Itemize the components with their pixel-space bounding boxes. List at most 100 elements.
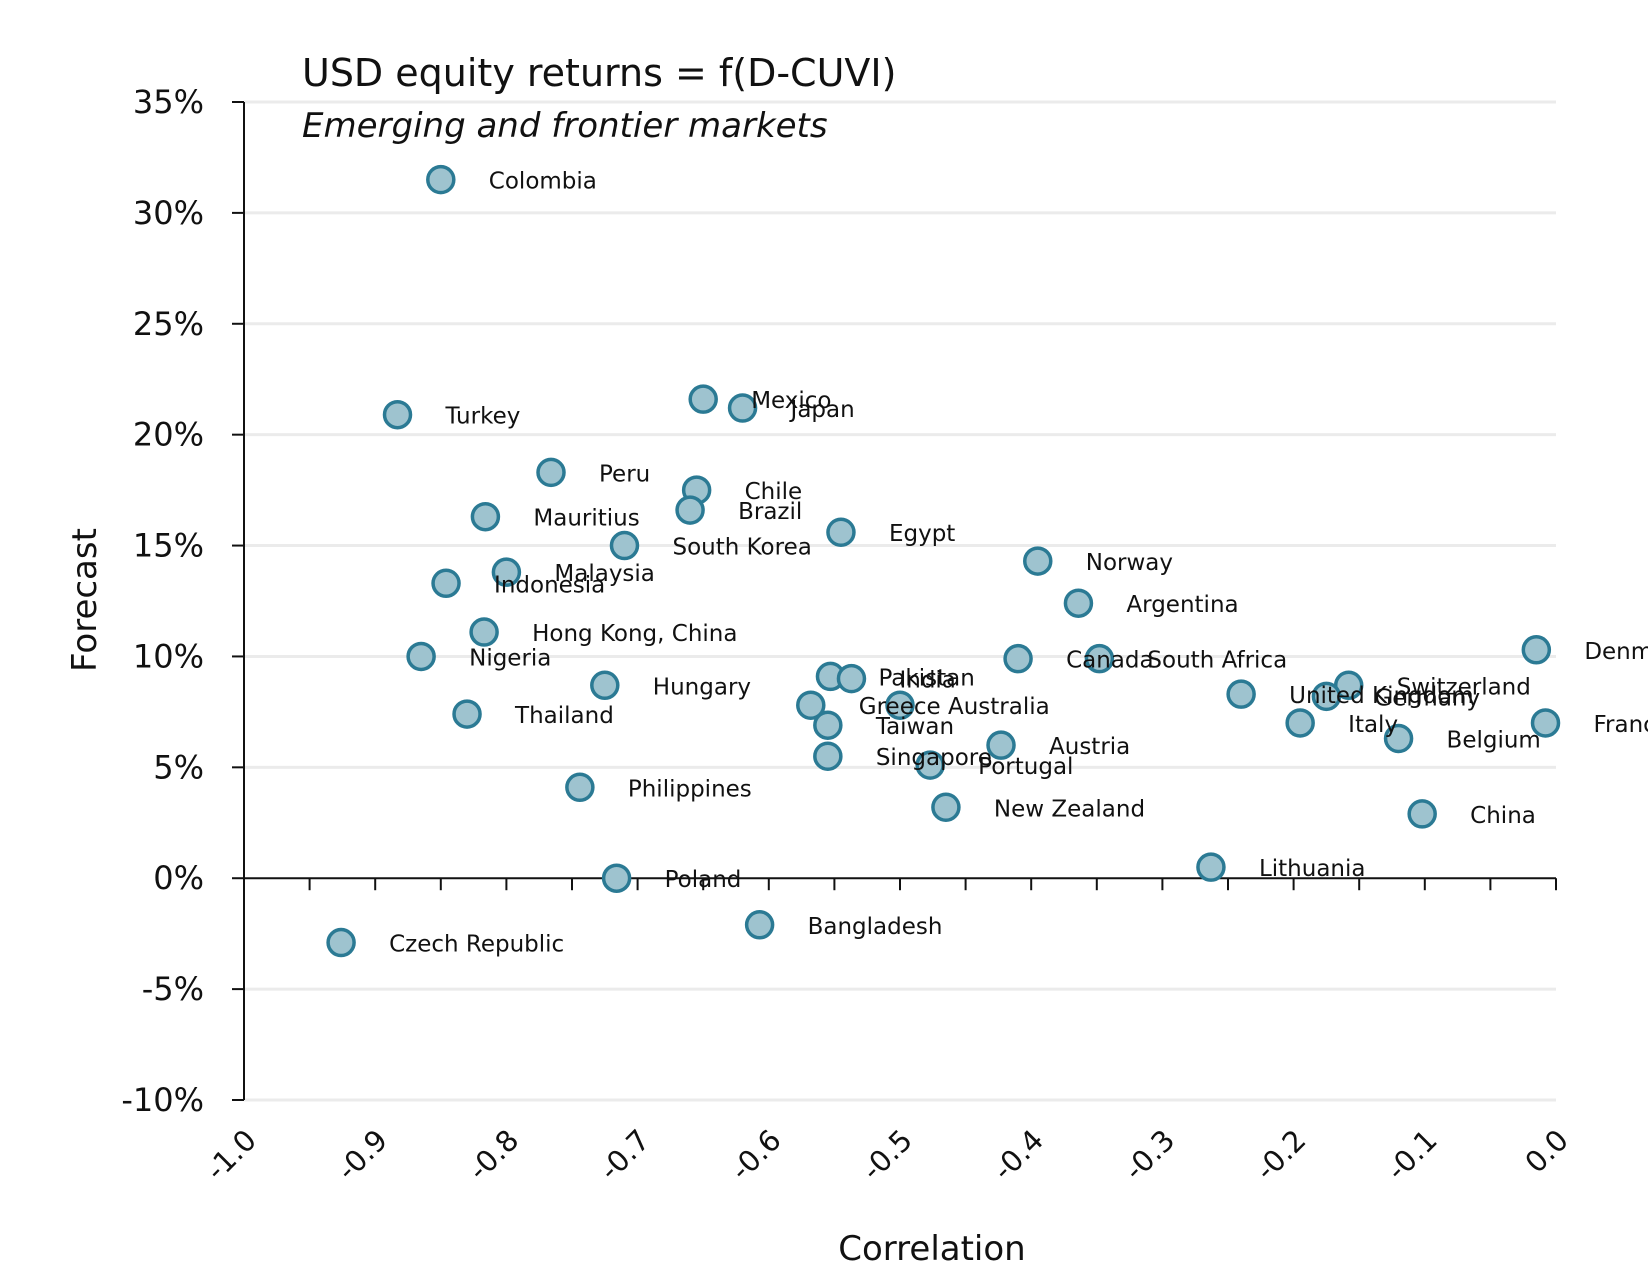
data-point-label: New Zealand — [994, 796, 1145, 822]
data-point — [813, 741, 843, 771]
data-point-label: Indonesia — [494, 572, 605, 598]
data-point — [470, 501, 501, 532]
data-point — [382, 399, 413, 430]
data-point-label: Hong Kong, China — [532, 621, 737, 647]
y-tick-label: 15% — [133, 527, 204, 565]
data-point-label: Switzerland — [1397, 674, 1531, 700]
data-point-label: Austria — [1049, 734, 1130, 760]
y-tick-labels: 35% 30% 25% 20% 15% 10% 5% 0% -5% -10% — [121, 83, 204, 1119]
data-point — [836, 663, 867, 694]
data-point-label: Germany — [1374, 685, 1480, 711]
data-point — [1285, 708, 1315, 738]
data-point — [1530, 708, 1561, 738]
data-point-label: Egypt — [889, 521, 955, 547]
data-point-label: Bangladesh — [808, 914, 943, 940]
data-point — [406, 641, 436, 672]
x-tick-label: -0.4 — [986, 1123, 1050, 1187]
data-point-label: Australia — [948, 694, 1050, 720]
data-point-label: Japan — [789, 397, 855, 423]
data-point — [469, 617, 499, 647]
data-point — [1023, 546, 1053, 576]
y-tick-label: 0% — [153, 859, 204, 897]
data-point — [915, 750, 945, 780]
y-tick-label: -10% — [121, 1081, 204, 1119]
data-point — [688, 384, 718, 414]
y-axis-label: Forecast — [65, 528, 105, 672]
data-point-label: India — [899, 668, 955, 694]
data-point-label: Thailand — [514, 703, 614, 729]
chart-title: USD equity returns = f(D-CUVI) — [302, 51, 896, 95]
data-point — [1084, 643, 1115, 674]
x-tick-label: -0.7 — [592, 1123, 656, 1187]
data-point-label: South Korea — [672, 535, 811, 561]
data-point-label: Malaysia — [554, 561, 655, 587]
data-point-label: Taiwan — [875, 714, 954, 740]
data-point — [727, 393, 758, 423]
data-point — [431, 568, 461, 599]
data-point — [590, 670, 620, 701]
data-point-label: Argentina — [1126, 592, 1238, 618]
data-point — [931, 792, 961, 823]
data-point — [813, 710, 843, 740]
data-point-label: China — [1470, 803, 1536, 829]
gridlines — [244, 100, 1556, 1102]
y-tick-label: 25% — [133, 305, 204, 343]
y-tick-label: -5% — [142, 970, 204, 1008]
data-point-label: Nigeria — [469, 645, 551, 671]
y-tick-label: 5% — [153, 748, 204, 786]
x-axis-label: Correlation — [838, 1229, 1025, 1269]
data-point — [744, 910, 775, 940]
x-tick-label: -0.6 — [724, 1123, 788, 1187]
data-point — [536, 457, 566, 488]
data-point-label: Italy — [1348, 712, 1398, 738]
data-point-label: Czech Republic — [389, 932, 564, 958]
data-point-label: Peru — [599, 461, 650, 487]
data-point — [1003, 643, 1033, 674]
x-tick-label: -1.0 — [199, 1123, 263, 1187]
data-point-label: Mexico — [751, 388, 831, 414]
data-point-label: Pakistan — [878, 665, 974, 691]
data-point — [601, 863, 632, 893]
data-point — [986, 730, 1016, 760]
data-point — [1383, 723, 1414, 754]
x-tick-label: -0.5 — [855, 1123, 919, 1187]
data-point — [491, 557, 522, 587]
data-point — [1407, 799, 1437, 829]
y-tick-label: 20% — [133, 416, 204, 454]
y-tick-label: 35% — [133, 83, 204, 121]
data-point-label: Philippines — [628, 776, 752, 802]
data-point-label: Greece — [859, 694, 941, 720]
data-point — [1226, 679, 1256, 709]
data-point-label: Lithuania — [1259, 856, 1366, 882]
x-tick-label: -0.1 — [1380, 1123, 1444, 1187]
data-point — [1196, 852, 1226, 882]
data-point-label: Belgium — [1447, 728, 1541, 754]
data-point-label: South Africa — [1147, 648, 1287, 674]
data-point-label: Brazil — [738, 499, 802, 525]
data-point-label: Mauritius — [533, 506, 639, 532]
data-point-label: Poland — [665, 867, 742, 893]
axes — [232, 101, 1557, 1101]
data-point-label: Turkey — [445, 404, 521, 430]
data-point-label: Canada — [1066, 648, 1154, 674]
data-point — [452, 699, 482, 729]
chart-subtitle: Emerging and frontier markets — [302, 106, 828, 146]
data-point — [1063, 588, 1094, 618]
data-point-label: Singapore — [876, 745, 992, 771]
data-point-label: Denmark — [1584, 639, 1648, 665]
data-point-label: Portugal — [978, 754, 1073, 780]
data-point-label: Norway — [1086, 550, 1173, 576]
data-point — [675, 495, 705, 525]
x-tick-label: -0.9 — [330, 1123, 394, 1187]
data-point — [796, 690, 826, 720]
data-points — [326, 164, 1561, 958]
x-tick-label: -0.2 — [1248, 1123, 1312, 1187]
x-tick-label: -0.3 — [1117, 1123, 1181, 1187]
data-point-label: Colombia — [489, 169, 597, 195]
x-tick-labels: -1.0 -0.9 -0.8 -0.7 -0.6 -0.5 -0.4 -0.3 -0.2 -0.1… — [199, 1123, 1575, 1187]
data-point-label: Chile — [745, 479, 803, 505]
data-point-label: Hungary — [653, 674, 751, 700]
data-point — [426, 164, 456, 195]
